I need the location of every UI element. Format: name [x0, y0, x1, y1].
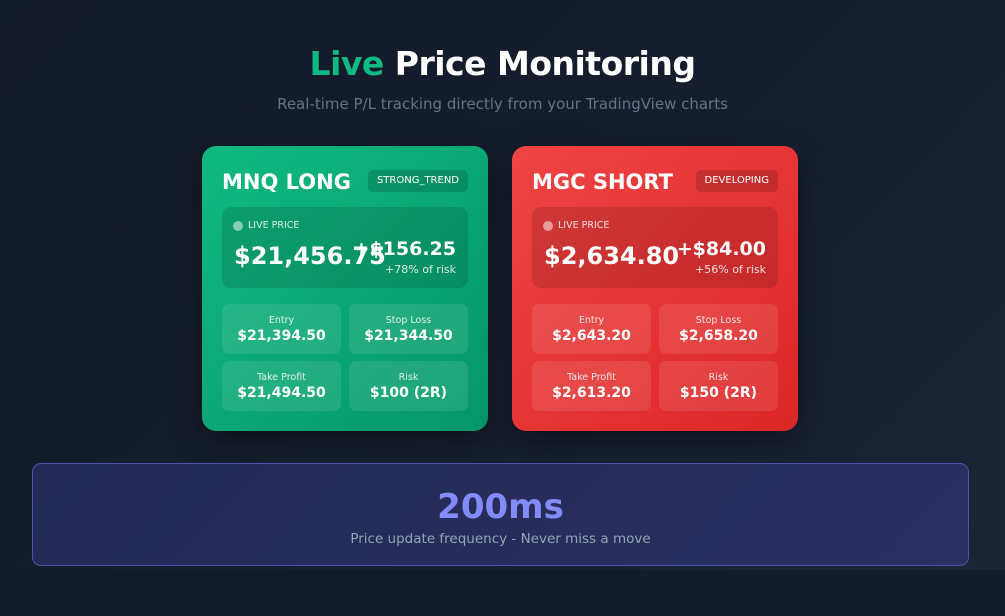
- stat-value: $100 (2R): [369, 385, 448, 401]
- stat-label: Take Profit: [257, 372, 306, 383]
- live-dot-icon: [233, 221, 243, 231]
- stat-label: Entry: [268, 315, 295, 326]
- card-title: MGC SHORT: [532, 170, 673, 194]
- card-title: MNQ LONG: [222, 170, 351, 194]
- stat-label: Stop Loss: [385, 315, 432, 326]
- pnl-value: +$156.25: [353, 238, 456, 260]
- stat-entry: Entry $2,643.20: [532, 304, 651, 354]
- page-subtitle: Real-time P/L tracking directly from you…: [277, 95, 728, 113]
- status-badge: STRONG_TREND: [367, 170, 468, 192]
- title-rest: Price Monitoring: [383, 44, 696, 83]
- pnl-percent: +56% of risk: [695, 263, 766, 276]
- frequency-value: 200ms: [437, 487, 564, 527]
- stat-take-profit: Take Profit $21,494.50: [222, 361, 341, 411]
- trade-card-mgc-short: MGC SHORT DEVELOPING LIVE PRICE $2,634.8…: [512, 146, 798, 431]
- stat-value: $2,613.20: [552, 385, 631, 401]
- live-price-label: LIVE PRICE: [558, 220, 610, 231]
- stat-risk: Risk $150 (2R): [659, 361, 778, 411]
- stat-label: Take Profit: [567, 372, 616, 383]
- stat-value: $21,344.50: [364, 328, 453, 344]
- live-price-label: LIVE PRICE: [248, 220, 300, 231]
- live-price: $21,456.75: [234, 242, 386, 270]
- stat-entry: Entry $21,394.50: [222, 304, 341, 354]
- stat-value: $150 (2R): [679, 385, 758, 401]
- stat-take-profit: Take Profit $2,613.20: [532, 361, 651, 411]
- pnl-percent: +78% of risk: [385, 263, 456, 276]
- stat-value: $2,643.20: [552, 328, 631, 344]
- stat-label: Risk: [398, 372, 419, 383]
- title-accent: Live: [309, 44, 385, 83]
- status-badge: DEVELOPING: [695, 170, 778, 192]
- trade-card-mnq-long: MNQ LONG STRONG_TREND LIVE PRICE $21,456…: [202, 146, 488, 431]
- stat-value: $2,658.20: [679, 328, 758, 344]
- stat-stop-loss: Stop Loss $21,344.50: [349, 304, 468, 354]
- live-price: $2,634.80: [544, 242, 680, 270]
- stat-value: $21,494.50: [237, 385, 326, 401]
- stat-stop-loss: Stop Loss $2,658.20: [659, 304, 778, 354]
- pnl-value: +$84.00: [676, 238, 766, 260]
- live-dot-icon: [543, 221, 553, 231]
- stat-label: Entry: [578, 315, 605, 326]
- live-price-box: LIVE PRICE $21,456.75 +$156.25 +78% of r…: [222, 207, 468, 288]
- stat-label: Stop Loss: [695, 315, 742, 326]
- stat-risk: Risk $100 (2R): [349, 361, 468, 411]
- stat-value: $21,394.50: [237, 328, 326, 344]
- update-frequency-panel: 200ms Price update frequency - Never mis…: [32, 463, 969, 566]
- live-price-box: LIVE PRICE $2,634.80 +$84.00 +56% of ris…: [532, 207, 778, 288]
- page-title: Live Price Monitoring: [0, 44, 1005, 83]
- stat-label: Risk: [708, 372, 729, 383]
- frequency-caption: Price update frequency - Never miss a mo…: [350, 531, 651, 547]
